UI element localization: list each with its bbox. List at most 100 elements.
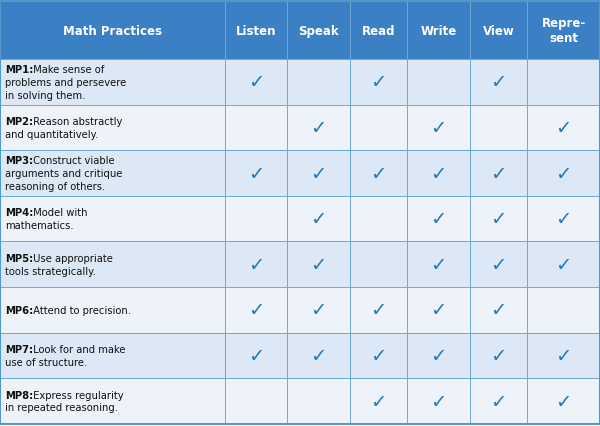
FancyBboxPatch shape xyxy=(527,288,600,333)
Text: use of structure.: use of structure. xyxy=(5,357,87,367)
FancyBboxPatch shape xyxy=(527,333,600,378)
FancyBboxPatch shape xyxy=(0,2,225,60)
Text: in solving them.: in solving them. xyxy=(5,90,85,101)
Text: ✓: ✓ xyxy=(556,164,572,183)
FancyBboxPatch shape xyxy=(527,105,600,151)
Text: reasoning of others.: reasoning of others. xyxy=(5,181,105,191)
FancyBboxPatch shape xyxy=(407,2,470,60)
Text: ✓: ✓ xyxy=(248,164,265,183)
FancyBboxPatch shape xyxy=(407,333,470,378)
Text: Make sense of: Make sense of xyxy=(29,65,104,75)
FancyBboxPatch shape xyxy=(350,288,407,333)
Text: ✓: ✓ xyxy=(490,346,507,365)
FancyBboxPatch shape xyxy=(225,333,287,378)
FancyBboxPatch shape xyxy=(407,196,470,242)
FancyBboxPatch shape xyxy=(470,333,527,378)
FancyBboxPatch shape xyxy=(225,151,287,196)
Text: and quantitatively.: and quantitatively. xyxy=(5,130,98,139)
FancyBboxPatch shape xyxy=(287,2,350,60)
Text: MP6:: MP6: xyxy=(5,305,33,315)
FancyBboxPatch shape xyxy=(0,60,225,105)
FancyBboxPatch shape xyxy=(527,378,600,424)
Text: ✓: ✓ xyxy=(430,346,447,365)
Text: ✓: ✓ xyxy=(556,210,572,229)
Text: ✓: ✓ xyxy=(310,255,327,274)
FancyBboxPatch shape xyxy=(225,60,287,105)
FancyBboxPatch shape xyxy=(527,242,600,288)
Text: ✓: ✓ xyxy=(490,255,507,274)
FancyBboxPatch shape xyxy=(350,378,407,424)
Text: ✓: ✓ xyxy=(248,301,265,320)
Text: problems and persevere: problems and persevere xyxy=(5,78,126,88)
FancyBboxPatch shape xyxy=(350,60,407,105)
Text: arguments and critique: arguments and critique xyxy=(5,169,122,178)
FancyBboxPatch shape xyxy=(470,2,527,60)
FancyBboxPatch shape xyxy=(470,60,527,105)
Text: Speak: Speak xyxy=(298,25,339,37)
Text: ✓: ✓ xyxy=(310,346,327,365)
Text: ✓: ✓ xyxy=(370,346,387,365)
Text: MP8:: MP8: xyxy=(5,390,33,400)
FancyBboxPatch shape xyxy=(470,242,527,288)
Text: ✓: ✓ xyxy=(490,301,507,320)
FancyBboxPatch shape xyxy=(527,2,600,60)
FancyBboxPatch shape xyxy=(287,60,350,105)
Text: ✓: ✓ xyxy=(310,301,327,320)
FancyBboxPatch shape xyxy=(0,242,225,288)
FancyBboxPatch shape xyxy=(287,105,350,151)
Text: ✓: ✓ xyxy=(370,301,387,320)
Text: in repeated reasoning.: in repeated reasoning. xyxy=(5,403,118,412)
Text: ✓: ✓ xyxy=(370,164,387,183)
FancyBboxPatch shape xyxy=(407,105,470,151)
Text: MP1:: MP1: xyxy=(5,65,33,75)
FancyBboxPatch shape xyxy=(225,105,287,151)
Text: Model with: Model with xyxy=(29,208,87,218)
FancyBboxPatch shape xyxy=(407,378,470,424)
Text: Reason abstractly: Reason abstractly xyxy=(29,117,122,127)
FancyBboxPatch shape xyxy=(287,333,350,378)
Text: ✓: ✓ xyxy=(430,210,447,229)
FancyBboxPatch shape xyxy=(0,105,225,151)
Text: ✓: ✓ xyxy=(248,346,265,365)
Text: ✓: ✓ xyxy=(310,119,327,138)
FancyBboxPatch shape xyxy=(527,60,600,105)
Text: Attend to precision.: Attend to precision. xyxy=(29,305,131,315)
Text: Construct viable: Construct viable xyxy=(29,156,114,166)
Text: ✓: ✓ xyxy=(310,210,327,229)
FancyBboxPatch shape xyxy=(407,242,470,288)
FancyBboxPatch shape xyxy=(225,2,287,60)
Text: ✓: ✓ xyxy=(430,119,447,138)
Text: MP3:: MP3: xyxy=(5,156,33,166)
FancyBboxPatch shape xyxy=(407,288,470,333)
Text: Express regularity: Express regularity xyxy=(29,390,123,400)
Text: View: View xyxy=(483,25,514,37)
Text: ✓: ✓ xyxy=(490,391,507,411)
FancyBboxPatch shape xyxy=(407,60,470,105)
FancyBboxPatch shape xyxy=(350,151,407,196)
FancyBboxPatch shape xyxy=(407,151,470,196)
Text: MP5:: MP5: xyxy=(5,253,33,263)
Text: ✓: ✓ xyxy=(556,119,572,138)
Text: Repre-
sent: Repre- sent xyxy=(542,17,586,45)
Text: mathematics.: mathematics. xyxy=(5,221,73,230)
FancyBboxPatch shape xyxy=(470,196,527,242)
FancyBboxPatch shape xyxy=(287,196,350,242)
Text: ✓: ✓ xyxy=(490,73,507,92)
Text: ✓: ✓ xyxy=(430,301,447,320)
FancyBboxPatch shape xyxy=(0,151,225,196)
FancyBboxPatch shape xyxy=(225,196,287,242)
Text: ✓: ✓ xyxy=(370,73,387,92)
Text: Listen: Listen xyxy=(236,25,277,37)
Text: ✓: ✓ xyxy=(370,391,387,411)
FancyBboxPatch shape xyxy=(470,378,527,424)
Text: MP7:: MP7: xyxy=(5,344,33,354)
Text: MP4:: MP4: xyxy=(5,208,33,218)
Text: ✓: ✓ xyxy=(430,255,447,274)
FancyBboxPatch shape xyxy=(225,288,287,333)
Text: Math Practices: Math Practices xyxy=(63,25,162,37)
FancyBboxPatch shape xyxy=(0,196,225,242)
FancyBboxPatch shape xyxy=(0,378,225,424)
FancyBboxPatch shape xyxy=(350,242,407,288)
Text: Write: Write xyxy=(421,25,457,37)
FancyBboxPatch shape xyxy=(287,288,350,333)
